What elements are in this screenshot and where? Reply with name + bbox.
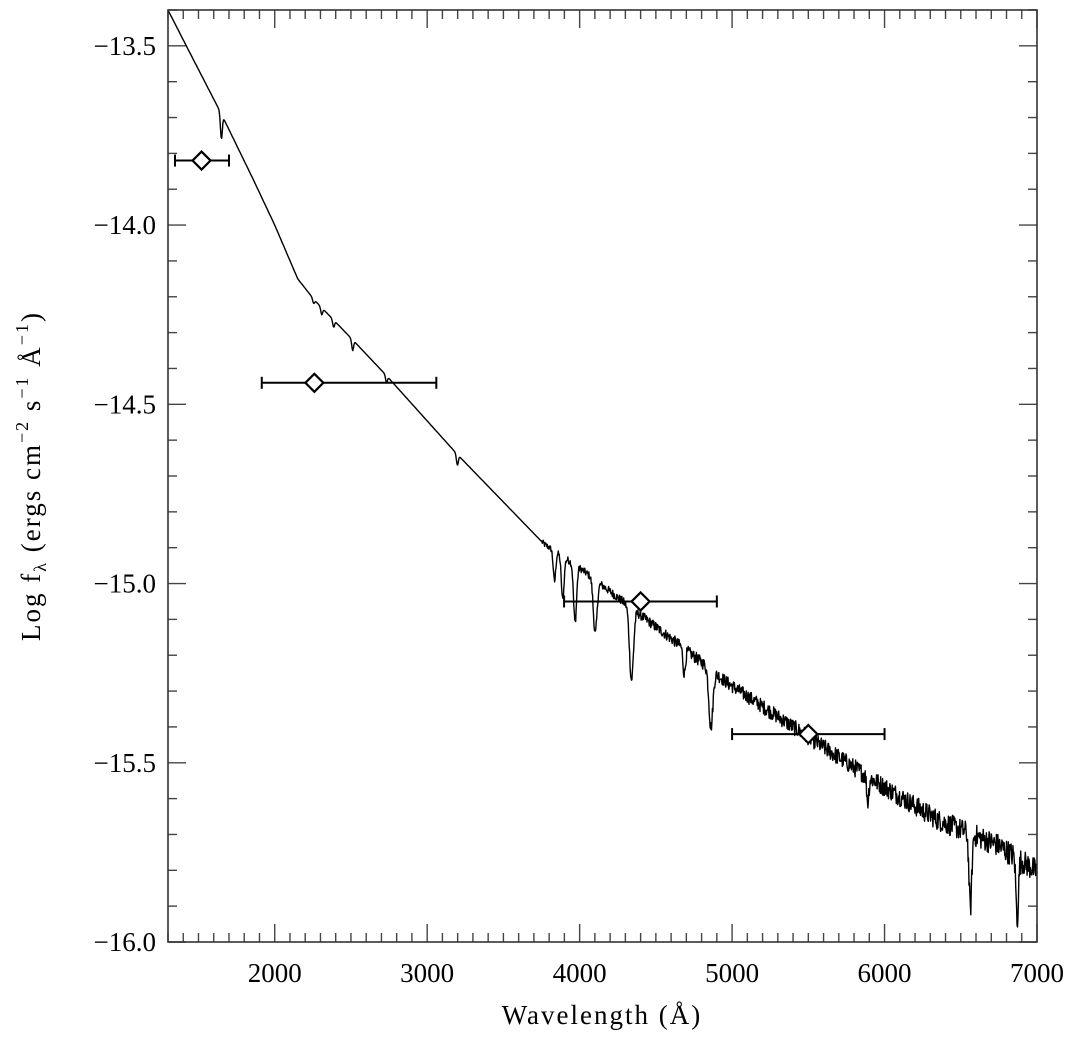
photometry-point <box>731 723 886 745</box>
y-tick-label: −16.0 <box>94 927 156 957</box>
photometry-point <box>563 590 718 613</box>
x-axis-label: Wavelength (Å) <box>502 1000 703 1030</box>
diamond-marker-icon <box>303 372 325 394</box>
y-tick-label: −14.0 <box>94 210 156 240</box>
x-tick-label: 6000 <box>858 958 912 988</box>
photometry-point <box>260 372 438 394</box>
y-label-units-1: (ergs cm <box>16 443 46 561</box>
photometry-point <box>174 149 230 172</box>
diamond-marker-icon <box>190 149 213 172</box>
y-label-sup-1: −2 <box>12 420 32 443</box>
diamond-marker-icon <box>797 723 819 745</box>
y-label-units-2: s <box>16 399 46 420</box>
y-label-units-3: Å <box>16 345 46 375</box>
y-tick-label: −14.5 <box>94 389 156 419</box>
y-label-subscript: λ <box>30 561 50 572</box>
diamond-marker-icon <box>630 590 652 613</box>
spectrum-line <box>167 9 1038 928</box>
plot-frame <box>167 9 1038 943</box>
y-label-sup-3: −1 <box>12 322 32 345</box>
photometry-points <box>174 149 886 745</box>
x-tick-label: 3000 <box>400 958 454 988</box>
y-label-close: ) <box>16 311 46 322</box>
axis-tick-labels: 2000 3000 4000 5000 6000 7000 −13.5 −14.0 −14.5 −… <box>94 31 1064 988</box>
y-tick-label: −15.0 <box>94 569 156 599</box>
y-label-main: Log f <box>16 572 46 641</box>
y-tick-label: −13.5 <box>94 31 156 61</box>
y-label-sup-2: −1 <box>12 375 32 398</box>
axis-ticks <box>167 9 1038 943</box>
x-tick-label: 2000 <box>248 958 302 988</box>
x-tick-label: 4000 <box>553 958 607 988</box>
x-tick-label: 5000 <box>705 958 759 988</box>
y-tick-label: −15.5 <box>94 748 156 778</box>
y-axis-label: Log fλ (ergs cm−2 s−1 Å−1) <box>12 311 50 641</box>
x-tick-label: 7000 <box>1010 958 1064 988</box>
